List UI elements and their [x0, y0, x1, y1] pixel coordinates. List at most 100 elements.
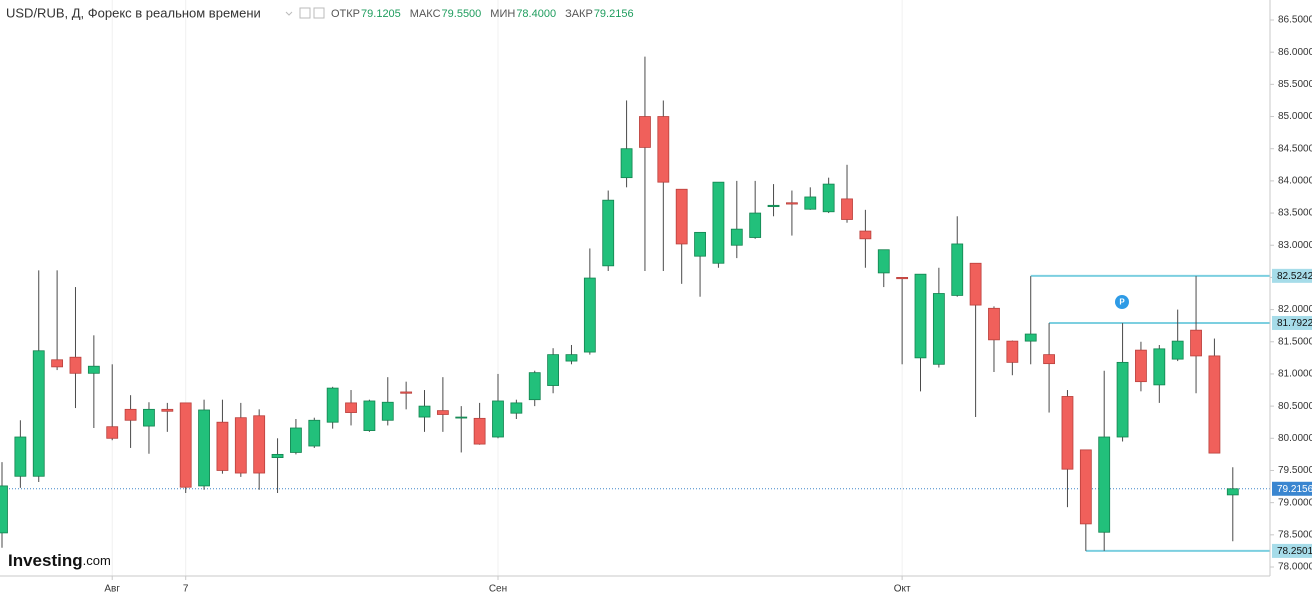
summary-name: ОТКР — [331, 8, 360, 20]
price-label-box — [1272, 268, 1312, 283]
candle-body — [290, 427, 302, 453]
dropdown-icon[interactable] — [285, 11, 293, 16]
candle-body — [179, 402, 192, 488]
candle-body — [400, 391, 413, 394]
axis: 78.0000 78.5000 79.0000 79.5000 80.0000 80.50… — [104, 15, 1312, 595]
candle-body — [1171, 340, 1184, 360]
layout-icon[interactable] — [313, 7, 325, 19]
logo-brand: Investing — [8, 551, 83, 570]
candle-body — [1190, 329, 1202, 357]
candle-body — [436, 410, 449, 415]
y-tick-label: 80.0000 — [1278, 433, 1312, 444]
candle-body — [326, 387, 339, 423]
candle-body — [565, 354, 578, 362]
candle-body — [602, 199, 615, 267]
candle-body — [1153, 348, 1166, 386]
candle-body — [253, 415, 266, 474]
candle-body — [1226, 488, 1239, 496]
candle-body — [1043, 354, 1055, 365]
candle-body — [124, 408, 137, 421]
summary-name: МАКС — [410, 8, 441, 20]
candle-body — [730, 228, 743, 246]
candle-body — [345, 402, 357, 413]
y-tick-label: 86.0000 — [1278, 47, 1312, 58]
candle-body — [51, 359, 64, 368]
candle-body — [1006, 340, 1019, 363]
marker-p[interactable]: P — [1115, 295, 1129, 309]
candle-body — [69, 356, 82, 374]
candle-body — [271, 453, 284, 459]
levels — [0, 274, 1270, 552]
summary-value: 79.2156 — [594, 8, 634, 20]
summary-value: 78.4000 — [516, 8, 556, 20]
marker-letter: P — [1119, 298, 1125, 307]
summary-name: ЗАКР — [565, 8, 593, 20]
candle-body — [749, 212, 762, 238]
candle-body — [308, 419, 321, 447]
candle-body — [859, 230, 872, 240]
candle-body — [639, 116, 651, 148]
candle-body — [455, 416, 468, 419]
price-label: 82.5242 — [1277, 271, 1312, 282]
candle-body — [14, 436, 27, 477]
summary-value: 79.5500 — [442, 8, 482, 20]
candle-body — [914, 273, 927, 359]
candle-body — [841, 198, 853, 220]
candle-body — [896, 277, 909, 280]
chart-title: USD/RUB, Д, Форекс в реальном времени — [6, 5, 261, 20]
y-tick-label: 84.0000 — [1278, 176, 1312, 187]
y-tick-label: 79.5000 — [1278, 465, 1312, 476]
price-label: 79.2156 — [1277, 484, 1312, 495]
y-tick-label: 81.5000 — [1278, 336, 1312, 347]
y-tick-label: 86.5000 — [1278, 15, 1312, 26]
y-tick-label: 84.5000 — [1278, 143, 1312, 154]
candle-body — [1116, 361, 1129, 438]
y-tick-label: 81.0000 — [1278, 369, 1312, 380]
price-label-box — [1272, 315, 1312, 330]
candle-body — [234, 417, 247, 474]
candle-body — [969, 262, 982, 306]
y-tick-label: 85.5000 — [1278, 79, 1312, 90]
price-label: 78.2501 — [1277, 546, 1312, 557]
candles — [0, 56, 1239, 551]
price-label: 81.7922 — [1277, 318, 1312, 329]
candle-body — [877, 249, 890, 274]
candle-body — [161, 408, 174, 412]
summary-name: МИН — [490, 8, 515, 20]
y-tick-label: 79.0000 — [1278, 497, 1312, 508]
candle-body — [0, 485, 8, 534]
candle-body — [767, 204, 780, 208]
candle-body — [1079, 449, 1092, 525]
candle-body — [786, 202, 798, 205]
candle-body — [1098, 436, 1111, 533]
x-tick-label: Окт — [894, 584, 911, 595]
settings-icon[interactable] — [299, 7, 311, 19]
candle-body — [216, 421, 229, 471]
y-tick-label: 80.5000 — [1278, 401, 1312, 412]
y-tick-label: 83.5000 — [1278, 208, 1312, 219]
candle-body — [32, 350, 45, 477]
candle-body — [87, 365, 100, 374]
x-tick-label: Авг — [104, 584, 120, 595]
x-tick-label: 7 — [183, 584, 189, 595]
candle-body — [657, 116, 670, 183]
y-tick-label: 78.0000 — [1278, 562, 1312, 573]
candle-body — [492, 400, 504, 438]
candle-body — [1208, 355, 1221, 454]
y-tick-label: 78.5000 — [1278, 529, 1312, 540]
y-tick-label: 82.0000 — [1278, 304, 1312, 315]
candle-body — [1135, 349, 1147, 383]
logo: Investing.com — [8, 551, 111, 570]
marker-circle[interactable] — [1115, 295, 1129, 309]
candle-body — [198, 409, 210, 487]
candle-body — [1024, 333, 1037, 342]
candle-body — [822, 183, 835, 213]
candle-body — [804, 196, 817, 210]
candle-body — [418, 405, 431, 418]
candle-body — [143, 408, 155, 427]
candle-body — [528, 372, 541, 401]
header: USD/RUB, Д, Форекс в реальном времени ОТ… — [6, 5, 634, 20]
summary-value: 79.1205 — [361, 8, 401, 20]
